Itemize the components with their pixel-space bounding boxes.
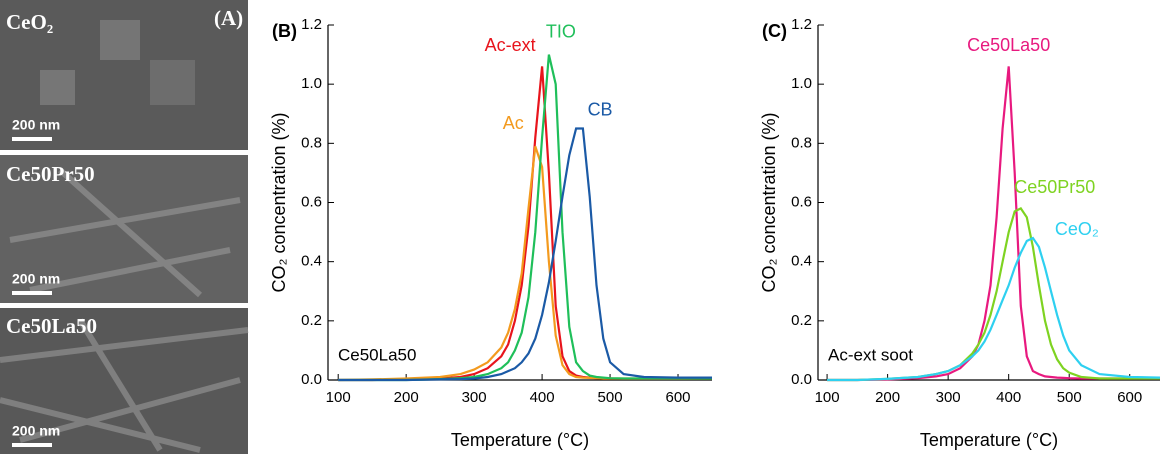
scale-bar — [12, 443, 52, 447]
scale-bar — [12, 137, 52, 141]
x-tick-label: 100 — [815, 389, 840, 406]
scale-label: 200 nm — [12, 271, 60, 287]
line-series — [827, 66, 1160, 382]
y-tick-label: 0.0 — [301, 371, 322, 388]
image-label: Ce50La50 — [6, 314, 97, 338]
y-tick-label: 0.0 — [791, 371, 812, 388]
x-tick-label: 100 — [326, 389, 351, 406]
scale-bar — [12, 291, 52, 295]
y-tick-label: 0.2 — [791, 312, 812, 329]
annotation: Ce50La50 — [338, 345, 416, 364]
series-label: Ac — [503, 113, 524, 133]
annotation: Ac-ext soot — [828, 345, 913, 364]
x-tick-label: 300 — [462, 389, 487, 406]
image-label: CeO₂ — [6, 10, 53, 34]
line-series — [338, 54, 712, 382]
y-tick-label: 0.6 — [301, 193, 322, 210]
y-tick-label: 0.8 — [791, 134, 812, 151]
scale-label: 200 nm — [12, 117, 60, 133]
line-series — [338, 66, 713, 382]
y-tick-label: 1.2 — [301, 16, 322, 33]
x-tick-label: 200 — [394, 389, 419, 406]
x-tick-label: 500 — [1057, 389, 1082, 406]
y-tick-label: 0.4 — [791, 253, 812, 270]
series-label: CB — [588, 99, 613, 119]
panel-label: (A) — [214, 6, 243, 30]
panel-label: (B) — [272, 21, 297, 41]
series-label: Ce50Pr50 — [1014, 177, 1095, 197]
image-label: Ce50Pr50 — [6, 162, 95, 186]
panel-label: (C) — [762, 21, 787, 41]
x-axis-label: Temperature (°C) — [920, 430, 1058, 450]
y-tick-label: 0.2 — [301, 312, 322, 329]
y-tick-label: 0.8 — [301, 134, 322, 151]
series-label: Ce50La50 — [967, 35, 1050, 55]
line-series — [827, 236, 1161, 382]
y-tick-label: 1.2 — [791, 16, 812, 33]
panel-a: (A) CeO₂ Ce50Pr50 Ce50La50 200 nm 200 nm… — [0, 0, 249, 454]
x-tick-label: 400 — [996, 389, 1021, 406]
y-tick-label: 1.0 — [301, 75, 322, 92]
x-tick-label: 500 — [598, 389, 623, 406]
y-tick-label: 1.0 — [791, 75, 812, 92]
series-label: Ac-ext — [485, 35, 536, 55]
x-tick-label: 200 — [875, 389, 900, 406]
x-tick-label: 400 — [530, 389, 555, 406]
series-label: CeO₂ — [1055, 219, 1099, 239]
scale-label: 200 nm — [12, 423, 60, 439]
x-tick-label: 600 — [1117, 389, 1142, 406]
y-tick-label: 0.6 — [791, 193, 812, 210]
x-tick-label: 300 — [936, 389, 961, 406]
x-tick-label: 600 — [666, 389, 691, 406]
y-tick-label: 0.4 — [301, 253, 322, 270]
x-axis-label: Temperature (°C) — [451, 430, 589, 450]
series-label: TIO — [546, 21, 576, 41]
texture — [0, 20, 249, 453]
y-axis-label: CO₂ concentration (%) — [269, 112, 289, 292]
line-series — [338, 127, 712, 382]
y-axis-label: CO₂ concentration (%) — [759, 112, 779, 292]
